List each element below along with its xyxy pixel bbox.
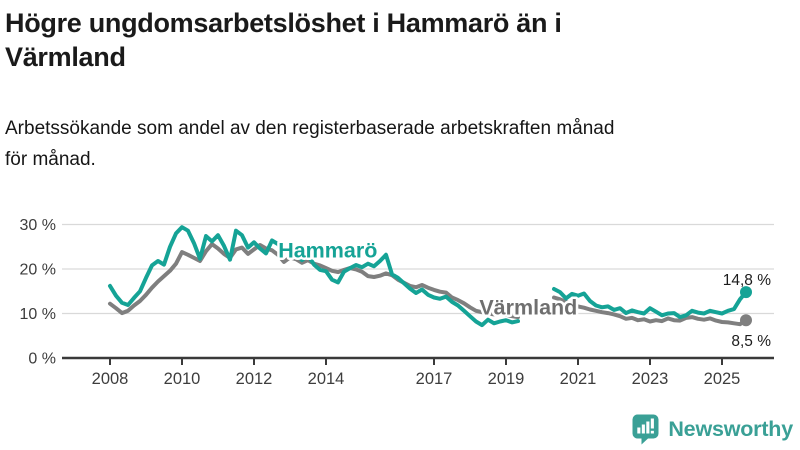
series-label-vrmland: Värmland — [479, 295, 577, 319]
newsworthy-logo: Newsworthy — [630, 413, 793, 445]
newsworthy-wordmark: Newsworthy — [668, 416, 793, 441]
series-label-hammar: Hammarö — [278, 238, 377, 262]
hammar-end-dot — [740, 286, 752, 299]
x-tick-label: 2010 — [164, 370, 201, 388]
chart-title-line-2: Värmland — [5, 42, 126, 73]
y-tick-label: 10 % — [20, 306, 56, 323]
chart-header: Högre ungdomsarbetslöshet i Hammarö än i… — [5, 6, 785, 176]
end-value-label-vrmland: 8,5 % — [731, 333, 771, 350]
vrmland-end-dot — [740, 314, 752, 327]
chart-subtitle: Arbetssökande som andel av den registerb… — [5, 113, 785, 177]
end-value-label-hammar: 14,8 % — [723, 272, 771, 289]
chart-title-line-1: Högre ungdomsarbetslöshet i Hammarö än i — [5, 8, 562, 38]
chart-subtitle-line-2: för månad. — [5, 149, 96, 171]
newsworthy-logo-icon — [632, 414, 659, 445]
y-tick-label: 30 % — [20, 217, 56, 234]
x-tick-label: 2021 — [560, 370, 597, 388]
hammar-line — [108, 225, 748, 328]
x-tick-label: 2025 — [704, 370, 741, 388]
chart-title: Högre ungdomsarbetslöshet i Hammarö än i… — [5, 6, 785, 75]
chart-subtitle-line-1: Arbetssökande som andel av den registerb… — [5, 117, 615, 139]
y-tick-label: 0 % — [28, 351, 56, 368]
x-tick-label: 2008 — [92, 370, 129, 388]
x-tick-label: 2019 — [488, 370, 525, 388]
y-tick-label: 20 % — [20, 262, 56, 279]
x-tick-label: 2014 — [308, 370, 345, 388]
x-tick-label: 2017 — [416, 370, 453, 388]
vrmland-line — [108, 242, 748, 327]
x-tick-label: 2023 — [632, 370, 669, 388]
x-tick-label: 2012 — [236, 370, 273, 388]
